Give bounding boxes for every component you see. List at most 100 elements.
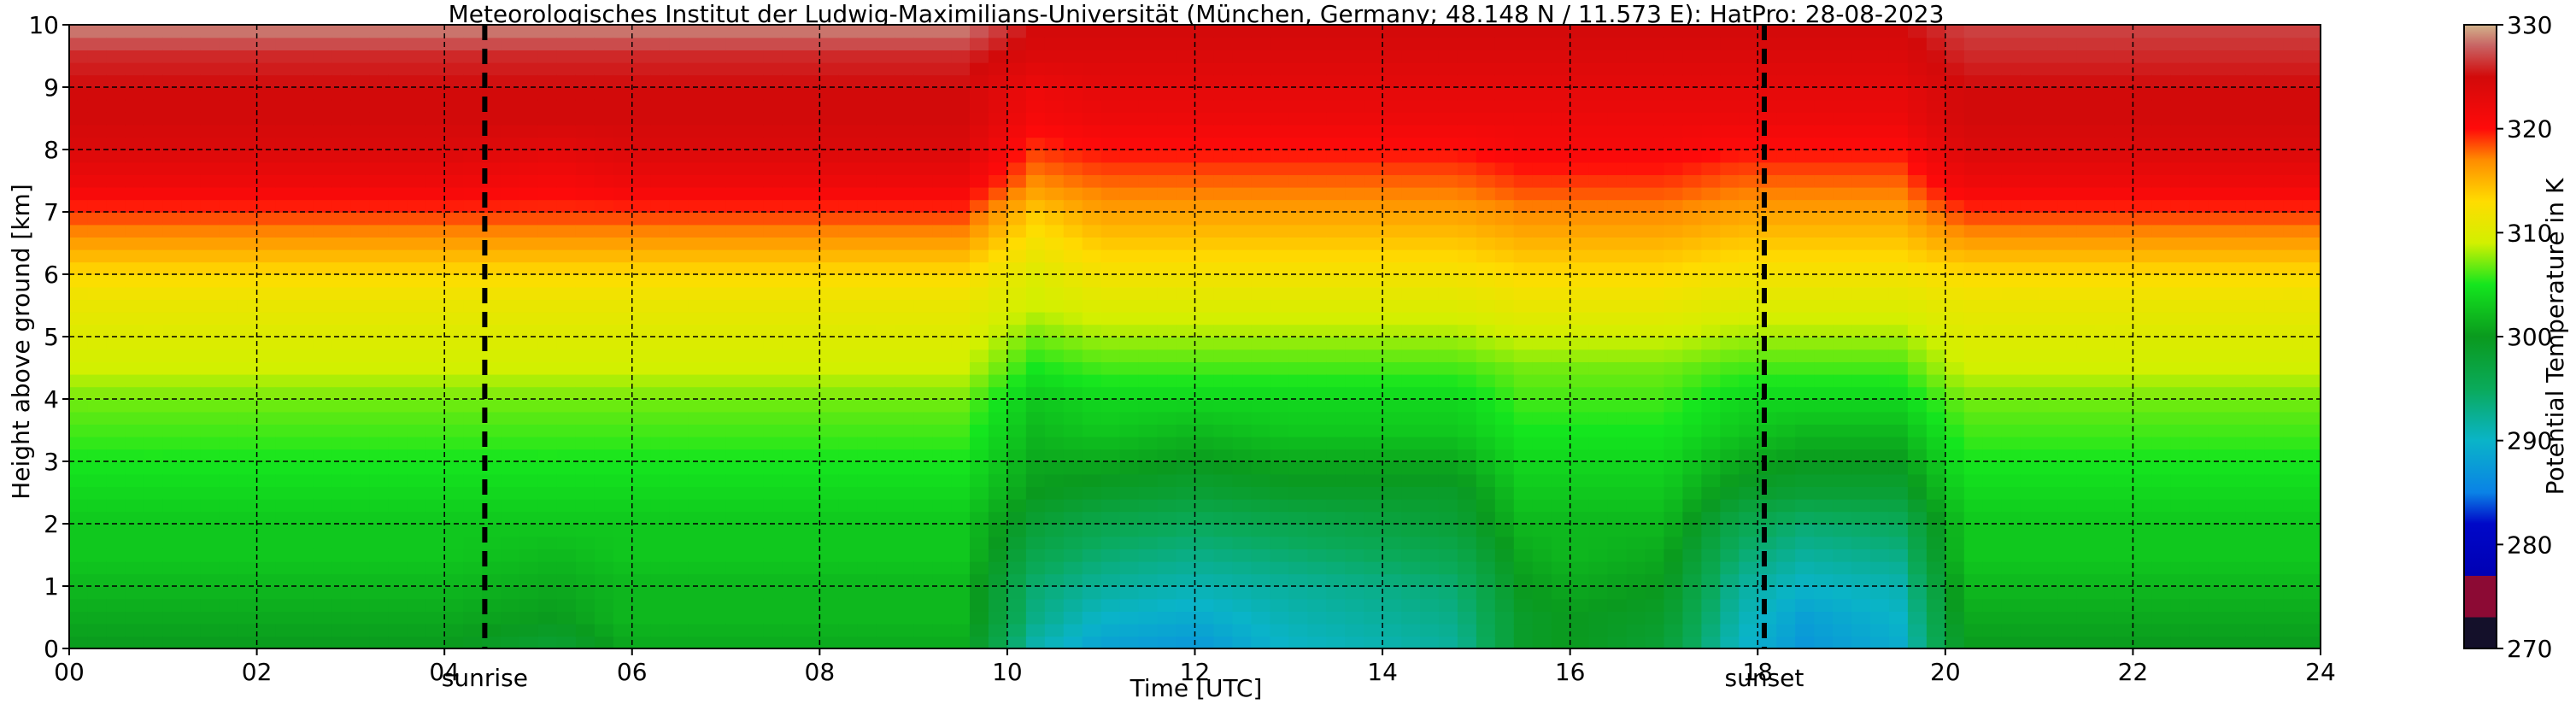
heatmap-cell xyxy=(688,249,708,263)
heatmap-cell xyxy=(294,62,314,76)
heatmap-cell xyxy=(1006,112,1027,126)
heatmap-cell xyxy=(988,311,1008,326)
heatmap-cell xyxy=(669,186,689,201)
heatmap-cell xyxy=(951,536,971,549)
heatmap-cell xyxy=(294,560,314,575)
heatmap-cell xyxy=(556,87,577,101)
heatmap-cell xyxy=(1025,461,1046,475)
heatmap-cell xyxy=(1382,598,1402,612)
heatmap-cell xyxy=(144,399,164,413)
heatmap-cell xyxy=(1532,62,1552,76)
heatmap-cell xyxy=(1194,549,1215,562)
heatmap-cell xyxy=(1795,473,1815,487)
heatmap-cell xyxy=(313,186,333,201)
heatmap-cell xyxy=(575,99,596,113)
heatmap-cell xyxy=(125,50,145,63)
heatmap-cell xyxy=(594,598,614,612)
heatmap-cell xyxy=(444,112,464,126)
heatmap-cell xyxy=(1494,62,1515,76)
heatmap-cell xyxy=(1907,161,1928,175)
heatmap-cell xyxy=(1795,598,1815,612)
heatmap-cell xyxy=(1551,560,1571,575)
heatmap-cell xyxy=(725,324,746,337)
heatmap-cell xyxy=(1006,212,1027,226)
heatmap-cell xyxy=(1251,174,1271,188)
heatmap-cell xyxy=(838,486,859,500)
heatmap-cell xyxy=(219,536,239,549)
heatmap-cell xyxy=(1025,511,1046,525)
heatmap-cell xyxy=(219,549,239,562)
heatmap-cell xyxy=(1645,112,1665,126)
heatmap-cell xyxy=(970,311,989,326)
heatmap-cell xyxy=(1814,161,1834,175)
heatmap-cell xyxy=(1532,274,1552,288)
heatmap-cell xyxy=(1776,536,1796,549)
heatmap-cell xyxy=(350,237,371,250)
heatmap-cell xyxy=(1270,473,1290,487)
heatmap-cell xyxy=(1720,324,1740,337)
heatmap-cell xyxy=(970,186,989,201)
heatmap-cell xyxy=(707,224,727,238)
heatmap-cell xyxy=(1025,636,1046,649)
heatmap-cell xyxy=(1720,536,1740,549)
heatmap-cell xyxy=(801,261,821,275)
heatmap-cell xyxy=(1213,623,1234,637)
heatmap-cell xyxy=(838,199,859,213)
heatmap-cell xyxy=(631,560,652,575)
heatmap-cell xyxy=(575,261,596,275)
heatmap-cell xyxy=(238,373,258,388)
heatmap-cell xyxy=(1851,424,1871,437)
heatmap-cell xyxy=(1476,449,1496,462)
heatmap-cell xyxy=(913,237,933,250)
heatmap-cell xyxy=(181,87,202,101)
heatmap-cell xyxy=(782,486,802,500)
heatmap-cell xyxy=(1645,62,1665,76)
heatmap-cell xyxy=(1100,87,1121,101)
heatmap-cell xyxy=(1551,87,1571,101)
heatmap-cell xyxy=(913,524,933,537)
heatmap-cell xyxy=(1476,373,1496,388)
heatmap-cell xyxy=(725,261,746,275)
heatmap-cell xyxy=(369,62,390,76)
heatmap-cell xyxy=(932,511,952,525)
heatmap-cell xyxy=(725,212,746,226)
heatmap-cell xyxy=(1795,150,1815,163)
heatmap-cell xyxy=(1232,324,1253,337)
heatmap-cell xyxy=(1476,224,1496,238)
heatmap-cell xyxy=(1607,50,1628,63)
heatmap-cell xyxy=(537,611,558,625)
heatmap-cell xyxy=(1401,274,1421,288)
heatmap-cell xyxy=(1757,112,1778,126)
heatmap-cell xyxy=(1570,549,1590,562)
heatmap-cell xyxy=(388,50,408,63)
heatmap-cell xyxy=(876,436,895,450)
heatmap-cell xyxy=(313,124,333,138)
heatmap-cell xyxy=(1345,373,1364,388)
heatmap-cell xyxy=(1494,299,1515,313)
heatmap-cell xyxy=(1025,449,1046,462)
heatmap-cell xyxy=(1326,137,1346,150)
heatmap-cell xyxy=(1194,62,1215,76)
heatmap-cell xyxy=(1645,598,1665,612)
heatmap-cell xyxy=(876,212,895,226)
heatmap-cell xyxy=(913,436,933,450)
heatmap-cell xyxy=(256,337,277,350)
heatmap-cell xyxy=(1720,174,1740,188)
heatmap-cell xyxy=(707,150,727,163)
heatmap-cell xyxy=(87,498,108,513)
heatmap-cell xyxy=(1720,124,1740,138)
heatmap-cell xyxy=(1814,25,1834,38)
heatmap-cell xyxy=(256,549,277,562)
heatmap-cell xyxy=(1476,411,1496,425)
heatmap-cell xyxy=(1926,112,1946,126)
heatmap-cell xyxy=(1851,586,1871,600)
heatmap-cell xyxy=(613,511,633,525)
heatmap-cell xyxy=(238,386,258,400)
heatmap-cell xyxy=(895,623,914,637)
heatmap-cell xyxy=(1701,25,1722,38)
heatmap-cell xyxy=(1682,286,1703,300)
heatmap-cell xyxy=(1664,511,1684,525)
heatmap-cell xyxy=(1401,623,1421,637)
heatmap-cell xyxy=(951,249,971,263)
heatmap-cell xyxy=(332,373,352,388)
